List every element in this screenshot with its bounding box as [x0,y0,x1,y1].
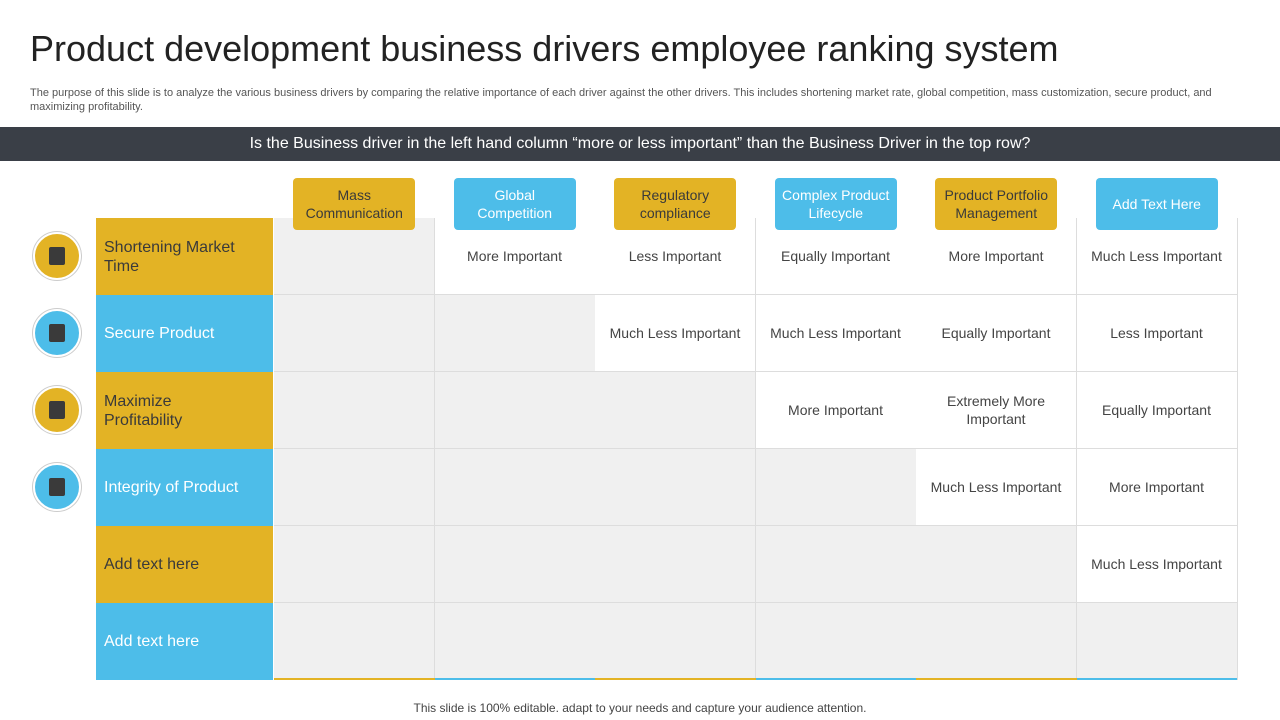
empty-cell [274,603,435,680]
column-header: Mass Communication [293,178,416,230]
empty-cell [434,295,596,372]
cell: Equally Important [1076,372,1238,449]
icon-glyph [49,247,65,265]
empty-cell [755,526,917,603]
empty-cell [274,372,435,449]
icon-glyph [49,324,65,342]
banner: Is the Business driver in the left hand … [0,127,1280,161]
column-header: Global Competition [453,178,576,230]
cell: Much Less Important [595,295,756,372]
empty-cell [274,449,435,526]
column-underline [1076,678,1237,680]
icon [33,463,81,511]
empty-cell [595,603,756,680]
cell: Much Less Important [755,295,917,372]
empty-cell [434,449,596,526]
icon [33,386,81,434]
empty-cell [274,526,435,603]
column-underline [595,678,756,680]
row-label: Add text here [96,526,273,603]
empty-cell [755,603,917,680]
empty-cell [274,295,435,372]
cell: More Important [755,372,917,449]
icon-glyph [49,478,65,496]
empty-cell [1076,603,1238,680]
column-header: Regulatory compliance [614,178,737,230]
row-label: Add text here [96,603,273,680]
cell: Less Important [1076,295,1238,372]
column-underline [274,678,435,680]
cell: Much Less Important [1076,218,1238,295]
footer: This slide is 100% editable. adapt to yo… [413,701,867,715]
column-header: Complex Product Lifecycle [774,178,897,230]
empty-cell [916,603,1077,680]
icon [33,232,81,280]
column-underline [755,678,916,680]
row-label: Shortening Market Time [96,218,273,295]
cell: More Important [1076,449,1238,526]
empty-cell [434,603,596,680]
empty-cell [595,372,756,449]
column-underline [916,678,1077,680]
empty-cell [274,218,435,295]
title: Product development business drivers emp… [30,28,1059,69]
empty-cell [595,449,756,526]
empty-cell [595,526,756,603]
cell: Extremely More Important [916,372,1077,449]
empty-cell [755,449,917,526]
empty-cell [434,372,596,449]
icon-glyph [49,401,65,419]
column-underline [434,678,595,680]
description: The purpose of this slide is to analyze … [30,87,1212,113]
cell: More Important [434,218,596,295]
icon [33,309,81,357]
column-header: Add Text Here [1095,178,1218,230]
cell: Much Less Important [1076,526,1238,603]
cell: Less Important [595,218,756,295]
empty-cell [434,526,596,603]
column-header: Product Portfolio Management [935,178,1058,230]
cell: Much Less Important [916,449,1077,526]
cell: Equally Important [916,295,1077,372]
row-label: Integrity of Product [96,449,273,526]
row-label: Maximize Profitability [96,372,273,449]
empty-cell [916,526,1077,603]
row-label: Secure Product [96,295,273,372]
